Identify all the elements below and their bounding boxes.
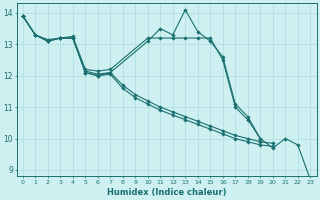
X-axis label: Humidex (Indice chaleur): Humidex (Indice chaleur) [107,188,226,197]
